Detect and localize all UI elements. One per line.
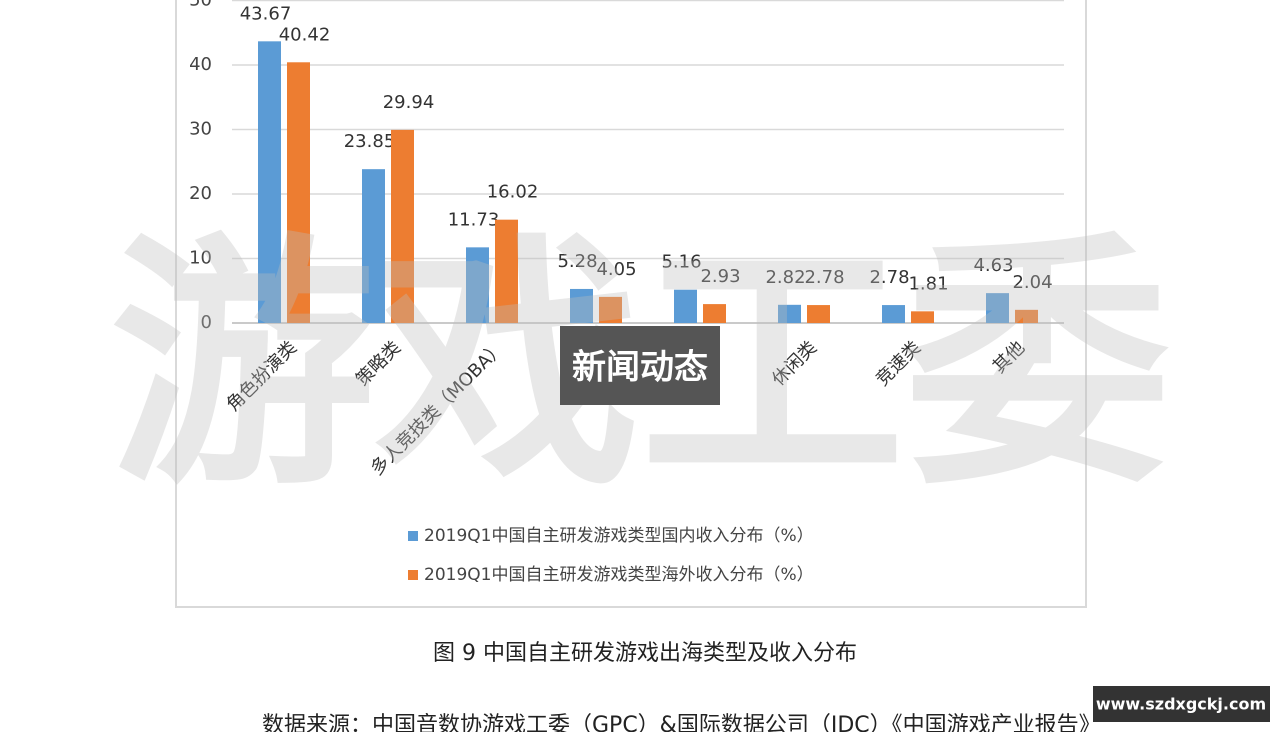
caption: 图 9 中国自主研发游戏出海类型及收入分布 [433,641,857,666]
site-badge-box [1093,686,1270,722]
value-label: 2.78 [804,267,844,288]
overlay-box [560,326,720,405]
overlay-label: 新闻动态 [572,348,708,388]
y-tick-label: 20 [189,183,212,204]
bar [466,247,489,323]
value-label: 5.16 [661,252,701,273]
site-badge: www.szdxgckj.com [1096,695,1266,714]
y-tick-label: 0 [201,312,212,333]
bar [807,305,830,323]
value-label: 16.02 [487,182,539,203]
value-label: 11.73 [448,209,500,230]
value-label: 2.93 [700,266,740,287]
bar [258,41,281,324]
bar [674,289,697,323]
value-label: 4.05 [596,259,636,280]
value-label: 4.63 [973,255,1013,276]
value-label: 2.82 [765,267,805,288]
y-tick-label: 50 [189,0,212,11]
value-label: 23.85 [344,131,396,152]
bar [882,305,905,323]
y-tick-label: 30 [189,119,212,140]
value-label: 40.42 [279,24,331,45]
value-label: 5.28 [557,251,597,272]
bar [986,293,1009,323]
legend-swatch [408,570,418,580]
value-label: 29.94 [383,92,435,113]
chart-frame [175,0,1087,608]
legend-label: 2019Q1中国自主研发游戏类型海外收入分布（%） [424,565,814,585]
value-label: 2.04 [1012,272,1052,293]
value-label: 43.67 [240,3,292,24]
bar [911,311,934,323]
bar [703,304,726,323]
bar [362,169,385,323]
bar [1015,309,1038,323]
bar [495,219,518,323]
legend-label: 2019Q1中国自主研发游戏类型国内收入分布（%） [424,526,814,546]
bar [599,296,622,323]
source: 数据来源：中国音数协游戏工委（GPC）&国际数据公司（IDC）《中国游戏产业报告… [262,713,1101,732]
bar [778,304,801,323]
bar [570,288,593,323]
legend-swatch [408,531,418,541]
value-label: 2.78 [869,267,909,288]
bar [391,129,414,323]
y-tick-label: 10 [189,248,212,269]
bar [287,62,310,323]
y-tick-label: 40 [189,54,212,75]
value-label: 1.81 [908,273,948,294]
